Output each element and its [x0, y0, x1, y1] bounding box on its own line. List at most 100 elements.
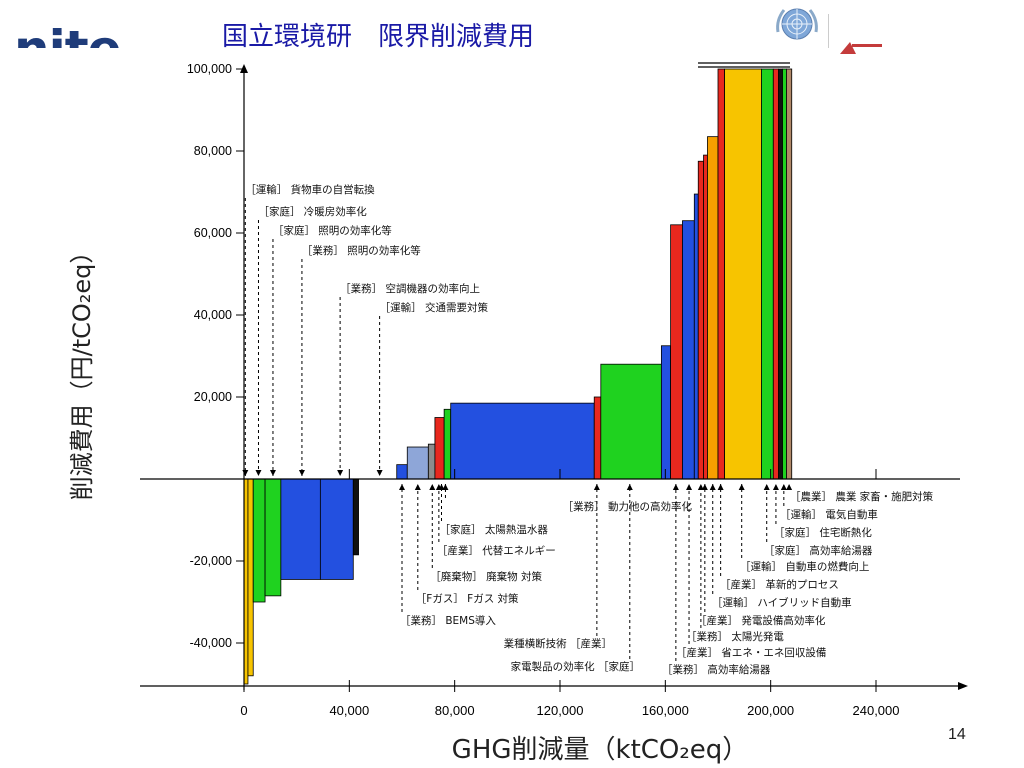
page-number: 14 — [948, 726, 966, 743]
bar-20 — [703, 154, 708, 480]
leader-lower-right-8-arrow — [697, 484, 704, 490]
y-tick-label-1: 80,000 — [194, 144, 232, 158]
leader-lower-right-5-arrow — [717, 484, 724, 490]
bar-1 — [247, 478, 254, 677]
annotation-lower-right-9: ［産業］ 省エネ・エネ回収設備 — [676, 646, 826, 659]
annotation-upper-1: ［家庭］ 冷暖房効率化 — [258, 205, 367, 218]
leader-upper-0-arrow — [242, 470, 249, 476]
y-tick-label-7: -40,000 — [190, 636, 232, 650]
leader-lower-left-6-arrow — [593, 484, 600, 490]
annotation-lower-left-7: 家電製品の効率化 ［家庭］ — [511, 660, 640, 673]
bar-12 — [450, 402, 595, 480]
bar-2 — [252, 478, 266, 603]
bar-18 — [693, 193, 699, 480]
x-axis-label: GHG削減量（ktCO₂eq） — [452, 735, 749, 765]
bar-5 — [319, 478, 354, 580]
annotation-lower-left-4: ［Fガス］ Fガス 対策 — [416, 592, 519, 605]
bar-26 — [778, 68, 783, 480]
leader-lower-left-2-arrow — [435, 484, 442, 490]
leader-lower-right-10-arrow — [672, 484, 679, 490]
leader-lower-left-4-arrow — [414, 484, 421, 490]
bar-3 — [264, 478, 282, 597]
annotation-lower-left-1: ［家庭］ 太陽熱温水器 — [440, 523, 549, 536]
x-tick-label-3: 120,000 — [537, 703, 584, 718]
x-tick-label-0: 0 — [240, 703, 247, 718]
annotation-upper-5: ［運輸］ 交通需要対策 — [380, 301, 489, 314]
leader-upper-1-arrow — [255, 470, 262, 476]
bar-7 — [396, 464, 408, 480]
bar-23 — [724, 68, 762, 480]
bar-21 — [707, 136, 719, 480]
y-tick-label-0: 100,000 — [187, 62, 232, 76]
x-tick-label-6: 240,000 — [853, 703, 900, 718]
bar-27 — [782, 68, 787, 480]
x-axis-arrow — [958, 682, 968, 690]
leader-lower-right-9-arrow — [686, 484, 693, 490]
bar-24 — [761, 68, 774, 480]
bar-15 — [660, 345, 672, 480]
y-tick-label-4: 20,000 — [194, 390, 232, 404]
leader-lower-left-3-arrow — [429, 484, 436, 490]
annotation-lower-right-8: ［業務］ 太陽光発電 — [686, 630, 784, 643]
bar-16 — [670, 224, 683, 480]
slide-title: 国立環境研 限界削減費用 — [222, 22, 535, 52]
annotation-upper-3: ［業務］ 照明の効率化等 — [302, 244, 421, 257]
bar-22 — [717, 68, 725, 480]
annotation-upper-2: ［家庭］ 照明の効率化等 — [273, 224, 392, 237]
bar-10 — [434, 417, 445, 480]
un-emblem-icon — [776, 8, 818, 40]
x-tick-label-2: 80,000 — [435, 703, 475, 718]
x-tick-label-1: 40,000 — [329, 703, 369, 718]
annotation-lower-right-1: ［運輸］ 電気自動車 — [780, 508, 878, 521]
y-tick-label-6: -20,000 — [190, 554, 232, 568]
y-tick-label-3: 40,000 — [194, 308, 232, 322]
leader-lower-right-2-arrow — [772, 484, 779, 490]
partner-logo-icon — [828, 14, 882, 54]
bar-19 — [697, 160, 704, 480]
y-axis-label: 削減費用（円/tCO₂eq） — [68, 240, 96, 501]
leader-upper-5-arrow — [376, 470, 383, 476]
bar-11 — [443, 408, 452, 480]
annotations-layer: ［運輸］ 貨物車の自営転換 ［家庭］ 冷暖房効率化 ［家庭］ 照明の効率化等 ［業務］… — [242, 183, 934, 676]
leader-lower-left-5-arrow — [399, 484, 405, 490]
bar-6 — [352, 478, 359, 556]
annotation-upper-0: ［運輸］ 貨物車の自営転換 — [245, 183, 375, 196]
annotation-lower-right-2: ［家庭］ 住宅断熱化 — [774, 526, 872, 539]
annotation-lower-right-10: ［業務］ 高効率給湯器 — [662, 663, 771, 676]
leader-lower-left-0-arrow — [442, 484, 449, 490]
leader-lower-right-6-arrow — [709, 484, 716, 490]
leader-lower-right-7-arrow — [701, 484, 708, 490]
ticks-layer: 100,000 80,000 60,000 40,000 20,000 -20,000 -4… — [187, 62, 900, 718]
annotation-lower-right-4: ［運輸］ 自動車の燃費向上 — [740, 560, 869, 573]
leader-lower-right-3-arrow — [763, 484, 770, 490]
bar-13 — [593, 396, 602, 480]
x-tick-label-4: 160,000 — [642, 703, 689, 718]
leader-lower-right-1-arrow — [780, 484, 787, 490]
leader-upper-3-arrow — [298, 470, 305, 476]
leader-lower-right-4-arrow — [738, 484, 745, 490]
leader-lower-right-0-arrow — [786, 484, 793, 490]
annotation-lower-right-0: ［農業］ 農業 家畜・施肥対策 — [790, 490, 934, 503]
bar-14 — [600, 363, 662, 480]
annotation-lower-left-3: ［廃棄物］ 廃棄物 対策 — [430, 570, 542, 583]
bar-9 — [427, 443, 436, 480]
nite-logo: nite — [14, 18, 121, 48]
x-tick-label-5: 200,000 — [747, 703, 794, 718]
annotation-lower-right-6: ［運輸］ ハイブリッド自動車 — [712, 596, 852, 609]
bar-17 — [682, 220, 695, 480]
bar-28 — [786, 68, 793, 480]
annotation-lower-right-7: ［産業］ 発電設備高効率化 — [696, 614, 826, 627]
annotation-lower-left-0: ［業務］ 動力他の高効率化 — [563, 500, 693, 513]
y-axis-label-wrap: 削減費用（円/tCO₂eq） — [68, 240, 96, 501]
bars-layer — [243, 68, 793, 685]
leader-upper-4-arrow — [337, 470, 344, 476]
leader-upper-2-arrow — [269, 470, 276, 476]
annotation-lower-left-5: ［業務］ BEMS導入 — [400, 614, 496, 627]
annotation-lower-left-6: 業種横断技術 ［産業］ — [504, 637, 612, 650]
annotation-lower-right-5: ［産業］ 革新的プロセス — [720, 578, 839, 591]
bar-8 — [406, 446, 429, 480]
annotation-lower-left-2: ［産業］ 代替エネルギー — [437, 544, 556, 557]
y-tick-label-2: 60,000 — [194, 226, 232, 240]
bar-4 — [280, 478, 321, 580]
